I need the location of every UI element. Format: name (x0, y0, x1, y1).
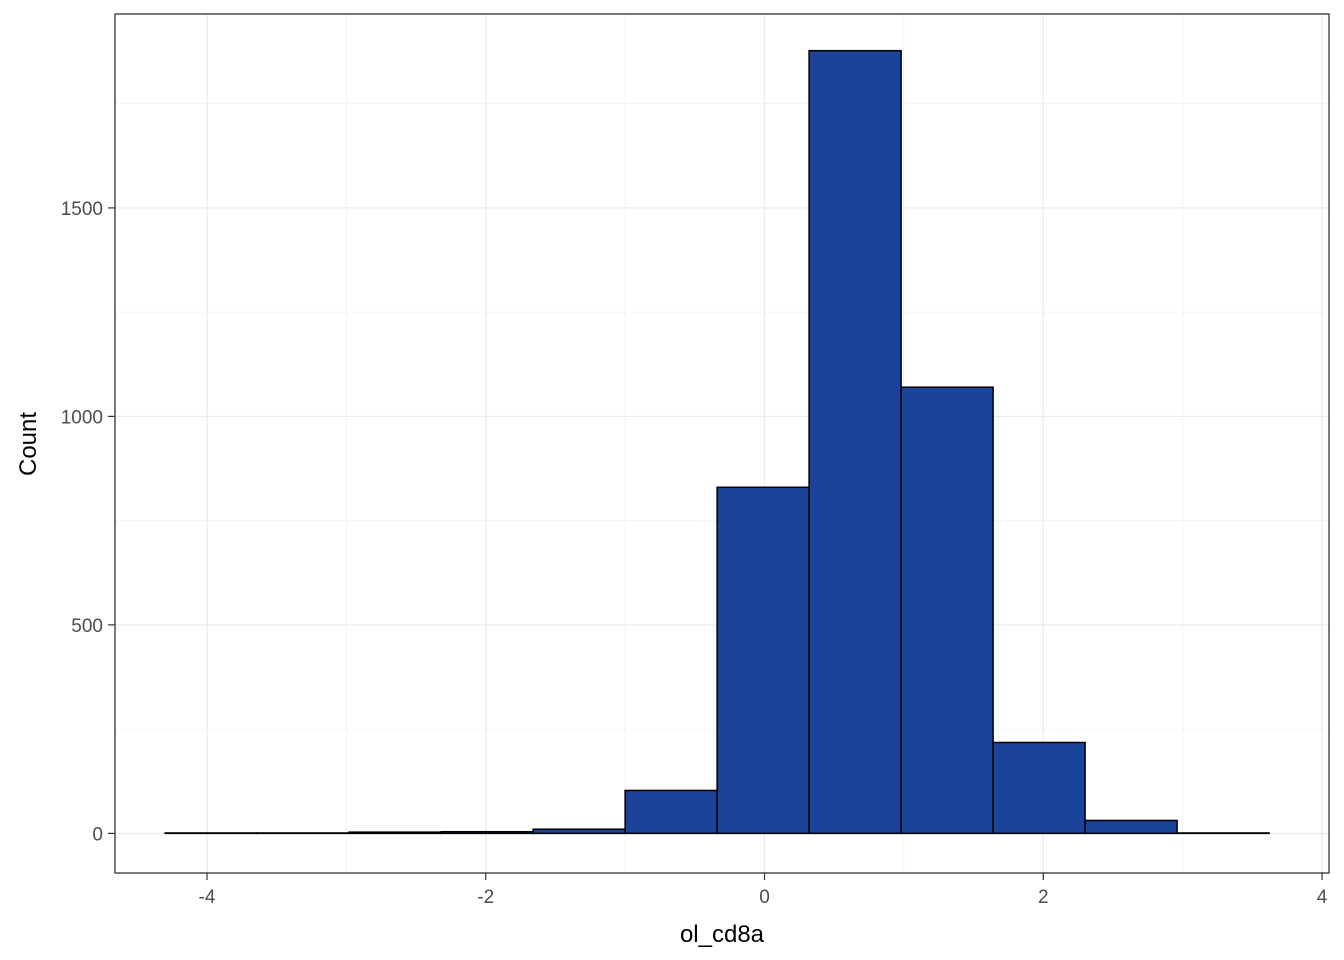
x-axis-title: ol_cd8a (680, 921, 765, 948)
histogram-bar (900, 386, 994, 835)
histogram-bar (992, 741, 1086, 835)
histogram-bar (440, 830, 534, 835)
x-tick-label: 2 (1038, 887, 1049, 908)
histogram-bar (624, 789, 718, 835)
histogram-bar (348, 831, 442, 835)
histogram-bar (1084, 819, 1178, 835)
x-tick-label: 0 (759, 887, 770, 908)
histogram-bar (532, 828, 626, 835)
y-tick-label: 1000 (61, 407, 103, 428)
panel-border (114, 13, 1330, 874)
y-axis-ticks: 0 500 1000 1500 (61, 199, 115, 845)
x-tick-label: -4 (199, 887, 216, 908)
x-tick-label: -2 (477, 887, 494, 908)
y-tick-label: 0 (92, 824, 103, 845)
histogram-bar (716, 486, 810, 835)
histogram-bar (808, 49, 902, 835)
y-tick-label: 1500 (61, 199, 103, 220)
histogram-bars (164, 49, 1270, 835)
y-axis-title: Count (15, 412, 42, 476)
x-tick-label: 4 (1317, 887, 1328, 908)
x-axis-ticks: -4 -2 0 2 4 (199, 873, 1328, 908)
y-tick-label: 500 (71, 616, 103, 637)
